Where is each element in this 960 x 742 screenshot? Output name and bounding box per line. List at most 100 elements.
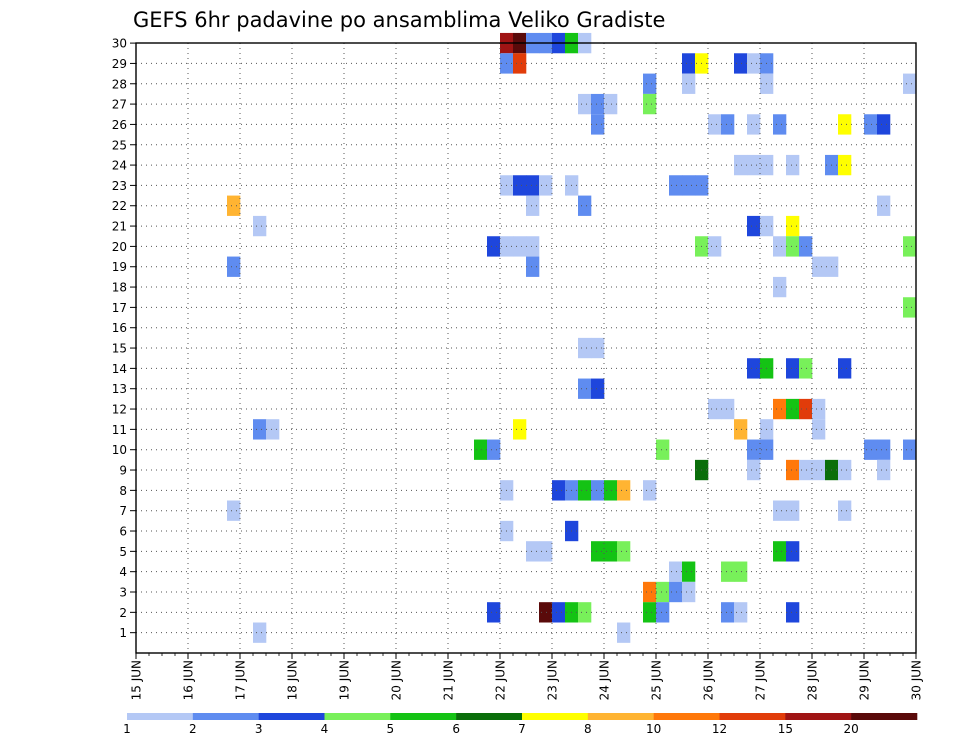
y-tick-label: 25 <box>112 138 127 152</box>
precip-cell <box>734 602 748 623</box>
precip-cell <box>656 581 670 603</box>
y-tick-label: 22 <box>112 199 127 213</box>
precip-cell <box>773 236 787 257</box>
y-tick-label: 5 <box>119 545 127 559</box>
y-tick-label: 23 <box>112 179 127 193</box>
precip-cell <box>747 358 761 379</box>
precip-cell <box>643 73 657 94</box>
x-tick-label: 23 JUN <box>546 660 560 700</box>
precip-cell <box>526 541 540 562</box>
y-tick-label: 15 <box>112 342 127 356</box>
precip-cell <box>513 419 527 440</box>
precip-cell <box>903 236 917 257</box>
precip-cell <box>734 154 748 176</box>
precip-cell <box>786 459 800 481</box>
precip-cell <box>903 297 917 318</box>
precip-cell <box>903 439 917 460</box>
x-tick-label: 26 JUN <box>702 660 716 700</box>
precip-cell <box>643 602 657 623</box>
colorbar-label: 8 <box>584 722 592 736</box>
precip-cell <box>617 480 631 501</box>
y-tick-label: 19 <box>112 260 127 274</box>
y-tick-label: 6 <box>119 525 127 539</box>
colorbar-label: 7 <box>518 722 526 736</box>
precip-cell <box>539 541 553 562</box>
y-tick-label: 26 <box>112 118 127 132</box>
precip-cell <box>617 622 631 643</box>
precip-cell <box>786 398 800 420</box>
precip-cell <box>604 541 618 562</box>
precip-cell <box>773 398 787 420</box>
precip-cell <box>708 398 722 420</box>
precip-cell <box>591 114 605 135</box>
precip-cell <box>773 276 787 298</box>
x-tick-label: 17 JUN <box>234 660 248 700</box>
precip-cell <box>552 480 566 501</box>
precip-cell <box>877 114 891 135</box>
y-tick-label: 24 <box>112 159 127 173</box>
y-tick-label: 8 <box>119 484 127 498</box>
precip-cell <box>721 398 735 420</box>
precip-cell <box>604 480 618 501</box>
y-tick-label: 7 <box>119 504 127 518</box>
precip-cell <box>838 154 852 176</box>
precip-cell <box>838 459 852 481</box>
precip-cell <box>747 53 761 74</box>
precip-cell <box>227 500 241 521</box>
precip-cell <box>552 602 566 623</box>
precip-cell <box>877 459 891 481</box>
precip-cell <box>721 114 735 135</box>
precip-cell <box>604 93 618 115</box>
y-tick-label: 1 <box>119 626 127 640</box>
x-axis: 15 JUN 16 JUN 17 JUN 18 JUN 19 JUN 20 JUN 21 J… <box>130 653 924 700</box>
x-tick-label: 30 JUN <box>910 660 924 700</box>
precip-cell <box>903 73 917 94</box>
colorbar-label: 3 <box>255 722 263 736</box>
precip-cell <box>877 439 891 460</box>
y-tick-label: 28 <box>112 77 127 91</box>
cells-layer <box>227 32 917 643</box>
x-tick-label: 28 JUN <box>806 660 820 700</box>
precip-cell <box>643 581 657 603</box>
precip-cell <box>786 500 800 521</box>
precip-cell <box>578 93 592 115</box>
precip-cell <box>734 561 748 582</box>
precip-cell <box>812 398 826 420</box>
colorbar-swatch <box>587 713 654 720</box>
precip-cell <box>799 398 813 420</box>
precip-cell <box>487 439 501 460</box>
y-tick-label: 12 <box>112 403 127 417</box>
x-tick-label: 29 JUN <box>858 660 872 700</box>
x-tick-label: 21 JUN <box>442 660 456 700</box>
precip-cell <box>539 175 553 196</box>
precip-cell <box>669 581 683 603</box>
precip-cell <box>812 419 826 440</box>
precip-cell <box>578 378 592 399</box>
precip-cell <box>591 93 605 115</box>
precip-cell <box>838 358 852 379</box>
y-tick-label: 2 <box>119 606 127 620</box>
y-tick-label: 30 <box>112 37 127 51</box>
y-tick-label: 4 <box>119 565 127 579</box>
precip-cell <box>253 215 267 237</box>
y-axis: 1234567891011121314151617181920212223242… <box>112 37 136 640</box>
precip-cell <box>799 236 813 257</box>
precip-cell <box>682 73 696 94</box>
precip-cell <box>591 337 605 359</box>
precip-cell <box>526 175 540 196</box>
colorbar: 1 2 3 4 5 6 7 8 10 12 15 20 <box>123 713 918 736</box>
y-tick-label: 3 <box>119 586 127 600</box>
colorbar-label: 2 <box>189 722 197 736</box>
y-tick-label: 11 <box>112 423 127 437</box>
precip-cell <box>773 541 787 562</box>
precip-cell <box>513 175 527 196</box>
precip-cell <box>682 561 696 582</box>
grid-layer <box>136 43 916 653</box>
precip-cell <box>656 439 670 460</box>
colorbar-label: 4 <box>321 722 329 736</box>
precip-cell <box>539 602 553 623</box>
precip-cell <box>513 236 527 257</box>
precip-cell <box>838 114 852 135</box>
precip-cell <box>838 500 852 521</box>
precip-cell <box>747 439 761 460</box>
